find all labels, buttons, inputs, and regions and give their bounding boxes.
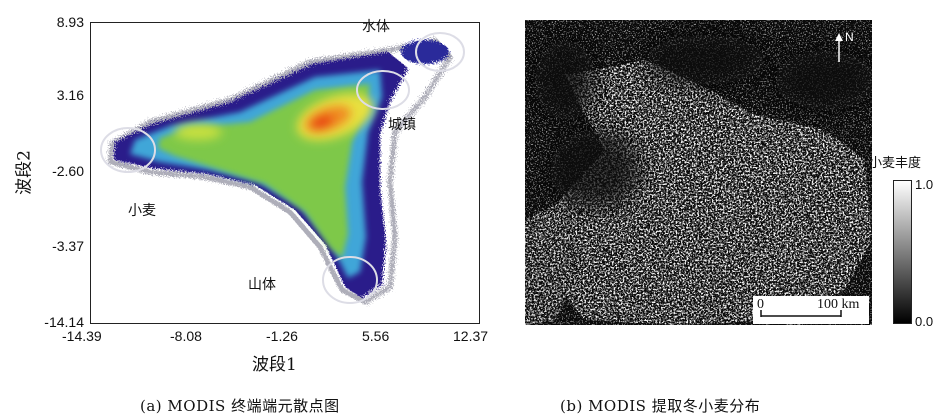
density-fringe [107,37,454,305]
x-tick: -8.08 [170,328,202,344]
x-axis-title: 波段1 [252,355,297,375]
scale-start-label: 0 [757,297,764,312]
scale-end-label: 100 km [817,297,860,312]
panel-a: 水体 城镇 小麦 山体 8.93 3.16 -2.60 -3.37 -14.14… [0,0,500,385]
colorbar [893,180,912,324]
scatter-plot-area: 水体 城镇 小麦 山体 [90,19,480,324]
wheat-circle [100,127,156,173]
density-layer-red [305,105,351,133]
x-tick: 5.56 [362,328,390,344]
x-tick: 12.37 [453,328,489,344]
map-wheat-regions [525,60,872,325]
wheat-map-image: N 0 100 km [525,20,872,325]
y-axis-title: 波段2 [14,150,35,195]
colorbar-max: 1.0 [915,177,934,192]
caption-b: (b) MODIS 提取冬小麦分布 [560,397,761,415]
y-axis-ticks: 8.93 3.16 -2.60 -3.37 -14.14 [0,0,84,385]
scale-bar [753,296,869,324]
town-circle [356,70,410,110]
y-tick: -14.14 [44,314,84,330]
y-tick: 8.93 [56,14,84,30]
colorbar-min: 0.0 [915,314,934,329]
label-town: 城镇 [388,117,416,133]
scatter-density-svg [90,22,480,324]
label-wheat: 小麦 [128,203,156,219]
colorbar-title: 小麦丰度 [869,156,922,171]
y-tick: 3.16 [56,87,84,103]
north-label: N [845,30,854,44]
mountain-circle [322,256,378,304]
x-tick: -14.39 [62,328,102,344]
y-tick: -2.60 [52,163,84,179]
map-dark-blotches [535,35,872,210]
caption-a: (a) MODIS 终端端元散点图 [140,397,340,415]
x-tick: -1.26 [266,328,298,344]
label-mountain: 山体 [248,277,276,293]
y-tick: -3.37 [52,238,84,254]
panel-b: N 0 100 km 小麦丰度 1.0 0.0 [525,20,945,385]
wheat-map-svg [525,20,872,325]
label-water: 水体 [362,19,390,35]
north-arrow-icon [835,33,843,62]
water-circle [415,32,465,72]
